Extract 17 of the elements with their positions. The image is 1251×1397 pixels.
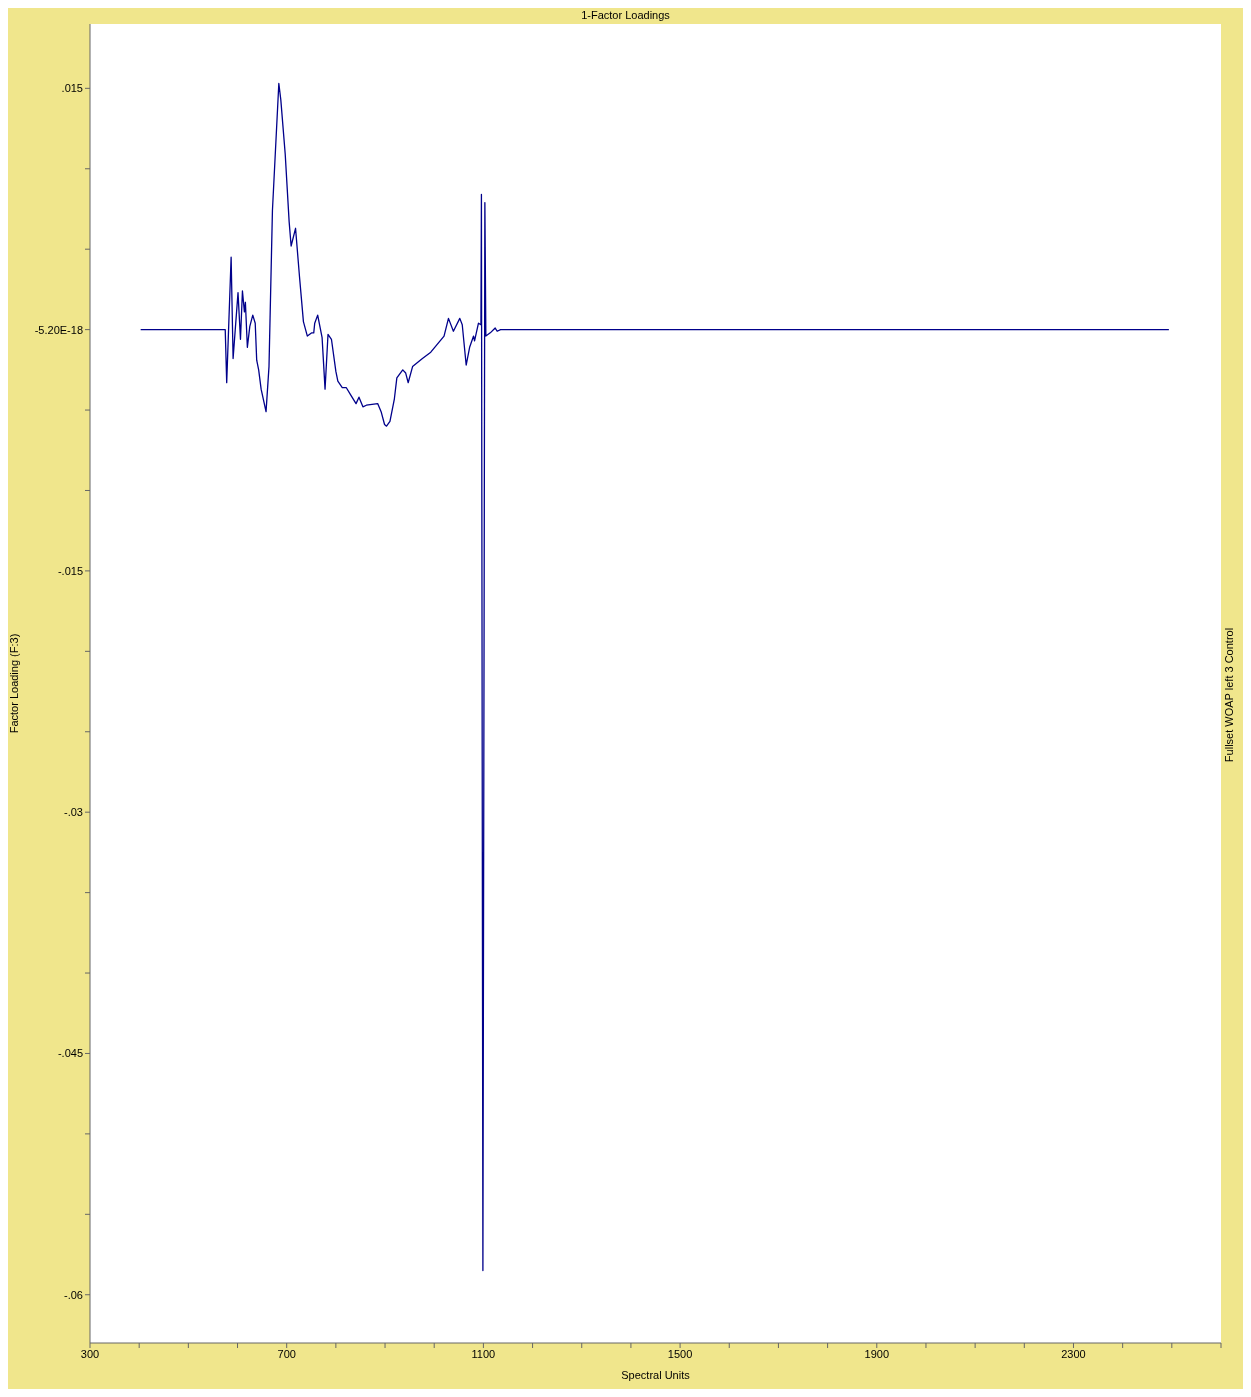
x-tick-label: 300 [80,1347,100,1360]
y-tick-label: -.015 [57,564,83,577]
x-tick-label: 2300 [1061,1347,1086,1360]
y-tick-label: -.03 [64,806,83,819]
y-tick-label: .015 [61,82,83,95]
x-axis-title: Spectral Units [621,1369,691,1381]
chart-title: 1-Factor Loadings [580,8,671,22]
y-axis-title: Factor Loading (F:3) [7,633,20,734]
x-tick-label: 1500 [667,1347,693,1360]
y-tick-label: -.045 [57,1047,83,1060]
x-tick-label: 1100 [471,1347,496,1360]
text: Fullset WOAP left 3 Control [1223,627,1235,762]
y-tick-label: -.06 [64,1288,83,1301]
x-tick-label: 700 [277,1347,296,1360]
y-tick-label: -5.20E-18 [34,323,83,336]
line-series [140,82,1170,1272]
x-tick-label: 1900 [864,1347,890,1360]
